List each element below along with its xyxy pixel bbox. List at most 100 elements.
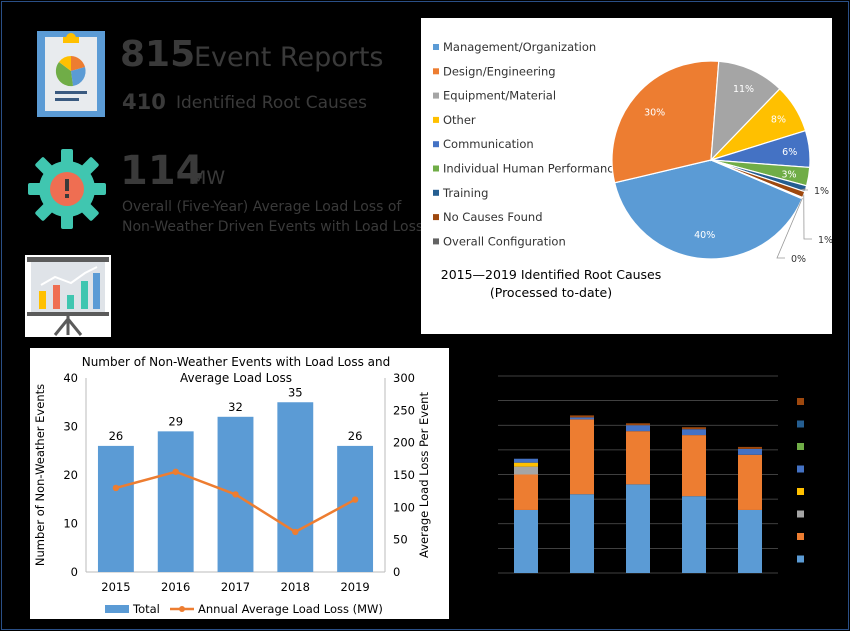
x-tick-2018: 2018: [281, 580, 310, 594]
stack-legend-swatch-7: [797, 555, 804, 563]
legend-label-management-organization: Management/Organization: [443, 40, 596, 54]
bar-value-label-2018: 35: [288, 385, 303, 399]
load-loss-description-line1: Overall (Five-Year) Average Load Loss of: [122, 199, 402, 215]
legend-label-no-causes-found: No Causes Found: [443, 210, 543, 224]
bar-value-label-2016: 29: [168, 414, 183, 428]
events-load-loss-chart: Number of Non-Weather Events with Load L…: [33, 355, 431, 616]
legend-label-equipment-material: Equipment/Material: [443, 89, 556, 103]
stack-segment-2017-4: [626, 425, 650, 432]
stack-segment-2019-7: [738, 446, 762, 449]
pie-label-no-causes-found: 1%: [818, 235, 832, 246]
bar-value-label-2015: 26: [109, 429, 124, 443]
pie-label-management-organization: 40%: [694, 230, 715, 241]
bar-2018: [277, 402, 314, 572]
stack-legend-swatch-5: [797, 510, 804, 518]
legend-swatch-training: [433, 189, 439, 196]
pie-label-other: 8%: [771, 114, 786, 125]
right-y-tick-250: 250: [393, 403, 415, 417]
bar-value-label-2017: 32: [228, 400, 243, 414]
legend-swatch-design-engineering: [433, 68, 439, 75]
right-y-tick-0: 0: [393, 565, 400, 579]
stack-segment-2017-7: [626, 423, 650, 426]
load-loss-point-2017: [232, 491, 239, 498]
legend-marker-load-loss: [179, 606, 185, 612]
right-y-tick-200: 200: [393, 436, 415, 450]
right-y-tick-300: 300: [393, 371, 415, 385]
right-y-tick-50: 50: [393, 533, 408, 547]
event-reports-label: Event Reports: [194, 42, 384, 73]
stack-segment-2015-0: [514, 509, 538, 573]
load-loss-mw-unit: MW: [190, 167, 226, 189]
right-y-tick-150: 150: [393, 468, 415, 482]
stacked-root-causes-chart: [498, 375, 804, 574]
bar-chart-title-line2: Average Load Loss: [180, 371, 292, 385]
bar-chart-title-line1: Number of Non-Weather Events with Load L…: [82, 355, 391, 369]
stack-segment-2019-1: [738, 454, 762, 510]
bar-value-label-2019: 26: [348, 429, 363, 443]
right-y-axis-label: Average Load Loss Per Event: [417, 392, 431, 558]
pie-slice-design-engineering: [611, 60, 720, 184]
report-clipboard-icon: [37, 31, 105, 117]
stack-legend-swatch-2: [797, 443, 804, 450]
stack-segment-2015-1: [514, 474, 538, 510]
stack-legend-swatch-6: [797, 533, 804, 540]
gear-warning-icon: [28, 149, 106, 229]
stacked-root-causes-chart-panel: [493, 370, 833, 585]
left-y-tick-20: 20: [63, 468, 78, 482]
root-causes-pie-chart: Management/Organization Design/Engineerin…: [433, 40, 833, 300]
stack-segment-2018-1: [682, 435, 706, 497]
stack-segment-2018-0: [682, 496, 706, 573]
stack-segment-2016-1: [570, 419, 594, 495]
legend-label-load-loss: Annual Average Load Loss (MW): [198, 602, 383, 616]
legend-swatch-total: [105, 605, 129, 613]
load-loss-point-2015: [112, 484, 120, 492]
legend-swatch-overall-configuration: [433, 238, 439, 245]
left-y-tick-30: 30: [63, 420, 78, 434]
stack-segment-2019-0: [738, 509, 762, 573]
load-loss-point-2018: [292, 528, 299, 536]
pie-leader-overall-configuration: [776, 197, 803, 259]
stack-segment-2019-4: [738, 448, 762, 455]
legend-label-training: Training: [442, 186, 488, 200]
right-y-tick-100: 100: [393, 500, 415, 514]
bar-2019: [337, 445, 374, 572]
presentation-chart-icon: [25, 255, 111, 337]
bar-2015: [97, 445, 134, 572]
legend-swatch-communication: [433, 141, 439, 148]
legend-label-design-engineering: Design/Engineering: [443, 64, 556, 78]
load-loss-point-2019: [351, 496, 359, 503]
legend-swatch-equipment-material: [433, 92, 439, 99]
stack-segment-2015-3: [514, 462, 538, 467]
root-causes-pie-panel: Management/Organization Design/Engineerin…: [421, 18, 833, 334]
legend-label-total: Total: [132, 602, 160, 616]
legend-label-individual-human-performance: Individual Human Performance: [443, 162, 621, 176]
legend-swatch-individual-human-performance: [433, 165, 439, 172]
x-tick-2015: 2015: [101, 580, 130, 594]
stack-legend-swatch-1: [797, 420, 804, 428]
load-loss-mw-value: 114: [120, 148, 204, 194]
legend-swatch-management-organization: [433, 44, 439, 50]
left-y-tick-40: 40: [63, 371, 78, 385]
legend-label-other: Other: [443, 113, 476, 127]
left-y-tick-10: 10: [63, 517, 78, 531]
event-reports-count: 815: [120, 34, 196, 75]
stack-segment-2017-0: [626, 484, 650, 573]
pie-label-overall-configuration: 0%: [791, 254, 806, 265]
pie-label-training: 1%: [814, 186, 829, 197]
pie-label-communication: 6%: [782, 147, 797, 158]
stack-legend-swatch-4: [797, 488, 804, 495]
stack-segment-2016-0: [570, 494, 594, 573]
legend-swatch-no-causes-found: [433, 214, 439, 221]
left-y-axis-label: Number of Non-Weather Events: [33, 384, 47, 566]
stack-legend-swatch-0: [797, 398, 804, 405]
pie-slice-equipment-material: [710, 60, 781, 162]
stack-segment-2018-7: [682, 427, 706, 430]
bar-2016: [157, 431, 194, 572]
legend-label-overall-configuration: Overall Configuration: [443, 234, 566, 248]
legend-swatch-other: [433, 116, 439, 123]
x-tick-2019: 2019: [340, 580, 369, 594]
pie-label-design-engineering: 30%: [644, 108, 665, 119]
stack-legend-swatch-3: [797, 465, 804, 473]
stack-segment-2016-4: [570, 417, 594, 420]
pie-title-line2: (Processed to-date): [490, 285, 612, 300]
